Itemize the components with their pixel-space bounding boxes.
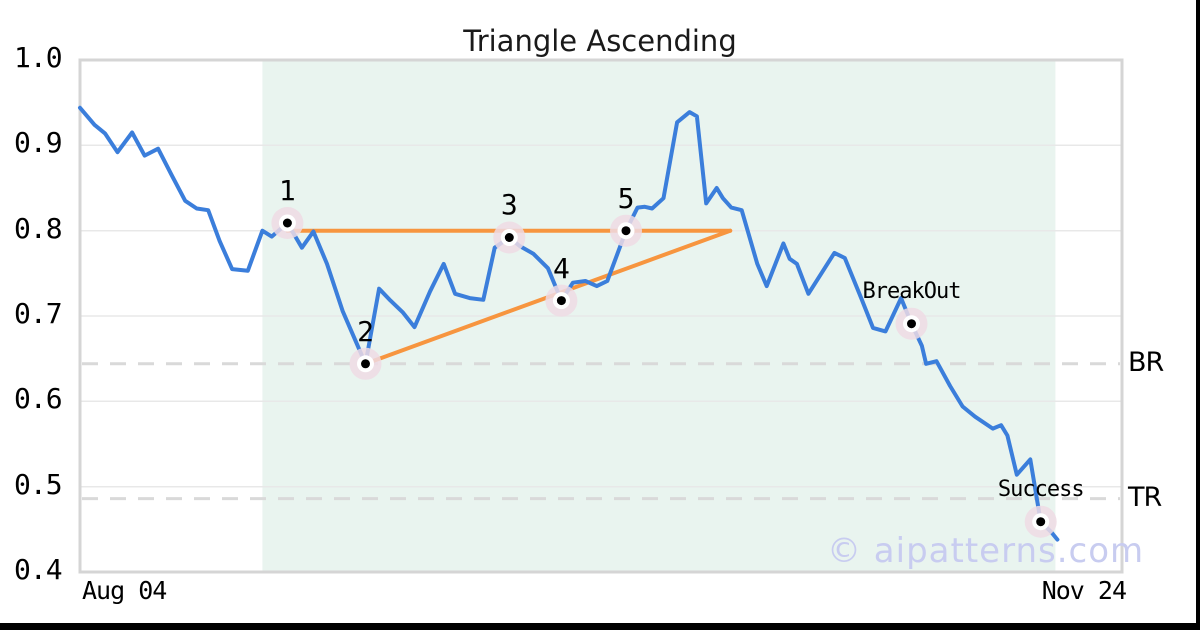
y-tick-label: 0.7 bbox=[14, 297, 63, 330]
marker-label-2: 2 bbox=[357, 314, 374, 348]
frame-border-right bbox=[1196, 0, 1200, 630]
price-line-price bbox=[78, 105, 1060, 542]
marker-label-3: 3 bbox=[500, 188, 518, 222]
marker-dot-3 bbox=[504, 233, 514, 242]
y-tick-label: 0.6 bbox=[14, 382, 63, 416]
marker-dot-5 bbox=[621, 226, 631, 236]
y-tick-label: 0.8 bbox=[14, 211, 63, 245]
x-axis-start-label: Aug 04 bbox=[82, 576, 167, 605]
marker-dot-2 bbox=[361, 359, 370, 369]
marker-dot-BreakOut bbox=[907, 319, 916, 329]
chart-title: Triangle Ascending bbox=[463, 24, 737, 58]
y-tick-label: 0.9 bbox=[14, 126, 63, 160]
level-label-TR: TR bbox=[1128, 481, 1162, 513]
y-tick-label: 0.4 bbox=[14, 553, 63, 586]
y-tick-label: 0.5 bbox=[14, 467, 63, 501]
marker-dot-1 bbox=[282, 218, 292, 228]
marker-label-Success: Success bbox=[997, 476, 1085, 502]
marker-dot-4 bbox=[556, 296, 566, 306]
marker-dot-Success bbox=[1036, 517, 1046, 527]
x-axis-end-label: Nov 24 bbox=[1041, 576, 1127, 605]
plot-border bbox=[78, 58, 1124, 574]
marker-label-BreakOut: BreakOut bbox=[862, 278, 962, 304]
watermark-text: © aipatterns.com bbox=[827, 531, 1145, 571]
marker-label-1: 1 bbox=[278, 173, 296, 207]
marker-label-4: 4 bbox=[552, 251, 570, 285]
level-label-BR: BR bbox=[1128, 346, 1164, 378]
marker-label-5: 5 bbox=[617, 181, 635, 215]
y-tick-label: 1.0 bbox=[14, 41, 63, 74]
frame-border-bottom bbox=[0, 623, 1200, 630]
